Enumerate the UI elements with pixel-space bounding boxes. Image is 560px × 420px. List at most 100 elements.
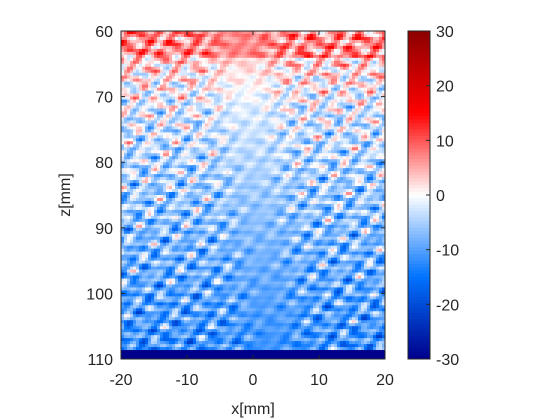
heatmap-cell [376,192,380,196]
heatmap-cell [295,33,299,38]
heatmap-cell [175,48,179,53]
heatmap-cell [292,51,296,56]
heatmap-cell [157,171,161,175]
heatmap-cell [301,189,305,193]
heatmap-cell [190,84,194,89]
heatmap-cell [370,81,374,86]
heatmap-cell [181,108,185,113]
heatmap-cell [277,123,281,128]
heatmap-cell [217,48,221,53]
heatmap-cell [334,66,338,71]
heatmap-cell [202,69,206,74]
heatmap-cell [358,123,362,128]
heatmap-cell [334,114,338,119]
heatmap-cell [295,150,299,154]
heatmap-cell [352,90,356,95]
heatmap-cell [238,123,242,128]
heatmap-cell [289,195,293,199]
heatmap-cell [310,48,314,53]
heatmap-cell [256,195,260,199]
heatmap-cell [298,48,302,53]
heatmap-cell [145,84,149,89]
heatmap-cell [277,84,281,89]
heatmap-cell [271,126,275,130]
heatmap-cell [220,159,224,163]
heatmap-cell [286,153,290,157]
heatmap-cell [313,129,317,133]
heatmap-cell [211,87,215,92]
heatmap-cell [208,120,212,125]
heatmap-cell [337,120,341,125]
heatmap-cell [166,102,170,107]
heatmap-cell [367,126,371,130]
heatmap-cell [151,60,155,65]
heatmap-cell [127,171,131,175]
heatmap-cell [244,159,248,163]
heatmap-cell [211,96,215,101]
heatmap-cell [178,63,182,68]
heatmap-cell [199,105,203,110]
heatmap-cell [154,168,158,172]
heatmap-cell [274,132,278,136]
heatmap-cell [208,177,212,181]
heatmap-cell [331,81,335,86]
heatmap-cell [352,117,356,122]
heatmap-cell [145,54,149,59]
heatmap-cell [139,159,143,163]
heatmap-cell [337,63,341,68]
heatmap-cell [223,183,227,187]
heatmap-cell [277,99,281,104]
heatmap-cell [127,114,131,119]
heatmap-cell [127,120,131,125]
heatmap-cell [121,72,125,77]
heatmap-cell [379,162,383,166]
heatmap-cell [337,84,341,89]
heatmap-cell [175,156,179,160]
heatmap-cell [178,75,182,80]
heatmap-cell [274,51,278,56]
heatmap-cell [241,31,245,35]
heatmap-cell [304,105,308,110]
heatmap-cell [313,189,317,193]
heatmap-cell [382,31,385,35]
heatmap-cell [343,99,347,104]
heatmap-cell [289,105,293,110]
heatmap-cell [172,75,176,80]
heatmap-cell [148,153,152,157]
heatmap-cell [298,78,302,83]
heatmap-cell [370,111,374,116]
heatmap-cell [199,93,203,98]
heatmap-cell [241,60,245,65]
heatmap-cell [352,54,356,59]
heatmap-cell [289,165,293,169]
heatmap-cell [367,63,371,68]
heatmap-cell [340,183,344,187]
heatmap-cell [382,102,385,107]
heatmap-cell [226,159,230,163]
heatmap-cell [196,99,200,104]
heatmap-cell [346,96,350,101]
heatmap-cell [247,147,251,151]
heatmap-cell [340,72,344,77]
heatmap-cell [376,63,380,68]
heatmap-cell [196,120,200,125]
heatmap-cell [241,117,245,122]
heatmap-cell [190,90,194,95]
heatmap-cell [220,36,224,41]
heatmap-cell [334,177,338,181]
heatmap-cell [172,195,176,199]
heatmap-cell [229,159,233,163]
heatmap-cell [268,174,272,178]
heatmap-cell [133,165,137,169]
heatmap-cell [205,31,209,35]
heatmap-cell [238,117,242,122]
heatmap-cell [172,54,176,59]
heatmap-cell [229,39,233,44]
heatmap-cell [358,54,362,59]
heatmap-cell [370,93,374,98]
heatmap-cell [154,129,158,133]
heatmap-cell [124,177,128,181]
heatmap-cell [127,117,131,122]
heatmap-cell [157,186,161,190]
heatmap-cell [337,117,341,122]
